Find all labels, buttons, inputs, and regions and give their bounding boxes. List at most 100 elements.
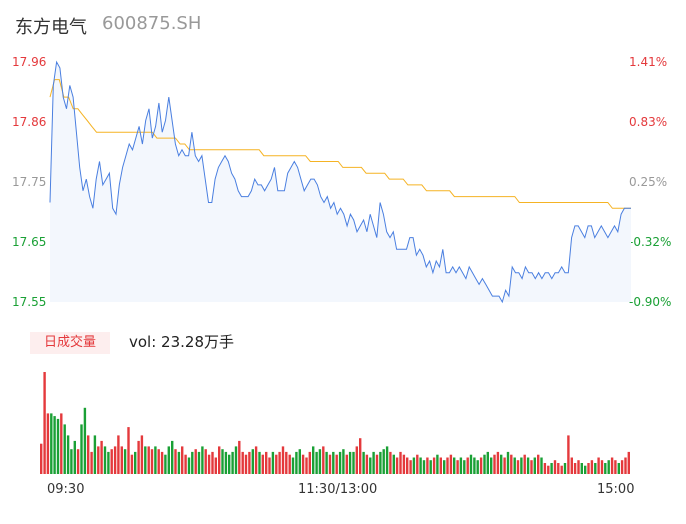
volume-bar [70, 449, 73, 474]
volume-bar [342, 449, 345, 474]
volume-bar [268, 457, 271, 474]
volume-bars [40, 372, 630, 474]
volume-bar [113, 446, 117, 474]
volume-bar [87, 435, 90, 474]
volume-bar [241, 451, 244, 474]
x-tick-label: 11:30/13:00 [298, 482, 378, 497]
volume-bar [325, 451, 328, 474]
volume-bar [584, 465, 587, 474]
volume-bar [140, 435, 144, 474]
price-area-fill [50, 62, 631, 302]
volume-bar [597, 457, 600, 474]
volume-bar [338, 451, 342, 474]
volume-bar [164, 454, 167, 474]
pct-tick-label: -0.90% [629, 295, 672, 309]
volume-bar [516, 460, 520, 474]
volume-bar [117, 435, 120, 474]
volume-bar [248, 451, 251, 474]
volume-bar [93, 435, 97, 474]
volume-bar [456, 460, 459, 474]
volume-bar [352, 451, 355, 474]
volume-bar [389, 451, 392, 474]
volume-bar [600, 460, 604, 474]
volume-bar [123, 449, 127, 474]
volume-bar [53, 416, 56, 474]
price-tick-label: 17.96 [12, 55, 47, 69]
volume-bar [526, 457, 530, 474]
volume-bar [40, 443, 43, 474]
price-tick-label: 17.65 [12, 235, 47, 249]
volume-bar [355, 446, 358, 474]
volume-bar [315, 451, 318, 474]
volume-bar [406, 457, 409, 474]
volume-bar [369, 457, 372, 474]
pct-tick-label: 1.41% [629, 55, 668, 69]
volume-bar [278, 451, 281, 474]
volume-bar [332, 451, 335, 474]
volume-bar [543, 463, 547, 474]
volume-bar [573, 463, 577, 474]
volume-bar [382, 449, 385, 474]
volume-bar [624, 457, 627, 474]
volume-bar [305, 457, 308, 474]
volume-bar [295, 451, 298, 474]
volume-bar [197, 451, 201, 474]
volume-bar [80, 424, 83, 474]
volume-bar [392, 454, 395, 474]
volume-bar [563, 463, 567, 474]
volume-bar [335, 454, 338, 474]
volume-bar [50, 413, 53, 474]
volume-bar [617, 463, 620, 474]
volume-bar [399, 451, 402, 474]
volume-bar [449, 454, 453, 474]
volume-bar [187, 457, 191, 474]
volume-bar [577, 460, 580, 474]
volume-bar [76, 449, 80, 474]
volume-bar [328, 454, 332, 474]
volume-bar [150, 449, 154, 474]
price-line [49, 60, 631, 304]
volume-bar [610, 457, 614, 474]
volume-bar [244, 454, 248, 474]
x-tick-label: 09:30 [47, 482, 85, 497]
average-price-line [49, 79, 631, 209]
volume-bar [348, 451, 352, 474]
volume-bar [432, 457, 436, 474]
volume-bar [184, 454, 187, 474]
volume-bar [46, 413, 50, 474]
stock-code: 600875.SH [102, 13, 202, 34]
volume-bar [523, 454, 526, 474]
volume-bar [570, 457, 573, 474]
volume-bar [298, 449, 301, 474]
volume-bar [439, 457, 442, 474]
volume-bar [500, 454, 503, 474]
volume-bar [402, 454, 406, 474]
volume-bar [167, 446, 170, 474]
volume-bar [379, 451, 382, 474]
volume-bar [607, 460, 610, 474]
volume-bar [63, 424, 66, 474]
volume-bar [503, 457, 506, 474]
volume-bar [221, 449, 224, 474]
volume-bar [476, 460, 479, 474]
price-tick-label: 17.86 [12, 115, 47, 129]
volume-bar [134, 451, 137, 474]
volume-bar [594, 463, 597, 474]
volume-bar [288, 454, 291, 474]
volume-bar [301, 454, 305, 474]
volume-bar [56, 418, 60, 474]
volume-bar [234, 446, 238, 474]
volume-bar [520, 457, 523, 474]
volume-bar [157, 449, 160, 474]
volume-bar [557, 463, 560, 474]
stock-name: 东方电气 [15, 17, 87, 38]
volume-bar [429, 460, 432, 474]
volume-bar [147, 446, 150, 474]
volume-bar [469, 454, 473, 474]
volume-bar [479, 457, 483, 474]
volume-bar [103, 446, 107, 474]
volume-bar [443, 460, 446, 474]
volume-bar [419, 457, 422, 474]
volume-bar [291, 457, 295, 474]
